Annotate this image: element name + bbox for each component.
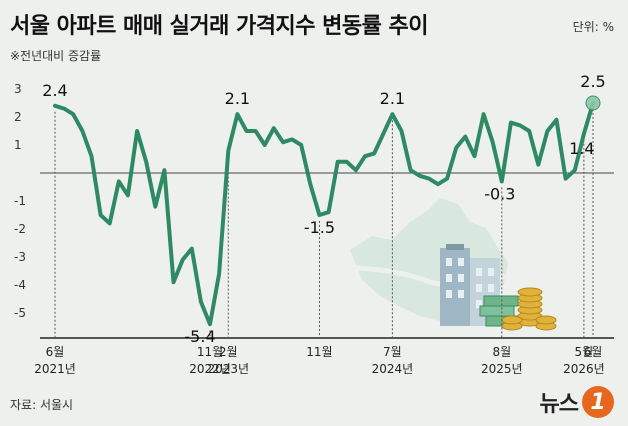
x-tick-year: 2022년 bbox=[189, 362, 231, 376]
y-tick-label: -3 bbox=[14, 250, 26, 264]
x-tick-month: 2월 bbox=[219, 345, 238, 359]
data-label: 2.4 bbox=[42, 81, 67, 100]
x-tick-month: 6월 bbox=[46, 345, 65, 359]
y-tick-label: -4 bbox=[14, 278, 26, 292]
x-tick-month: 11월 bbox=[197, 345, 223, 359]
data-label: 2.1 bbox=[225, 89, 250, 108]
chart-title: 서울 아파트 매매 실거래 가격지수 변동률 추이 bbox=[10, 14, 429, 39]
money-coins-icon bbox=[479, 287, 557, 331]
y-tick-label: 1 bbox=[14, 138, 22, 152]
unit-label: 단위: % bbox=[572, 20, 614, 34]
data-label: 1.4 bbox=[569, 139, 594, 158]
data-label: 2.1 bbox=[380, 89, 405, 108]
series-line bbox=[53, 101, 595, 327]
logo-badge: 1 bbox=[582, 386, 614, 418]
data-label: -0.3 bbox=[484, 184, 515, 203]
x-tick-month: 5월 bbox=[575, 345, 594, 359]
x-tick-month: 7월 bbox=[383, 345, 402, 359]
news1-logo: 뉴스 1 bbox=[540, 386, 614, 418]
logo-text: 뉴스 bbox=[539, 392, 579, 417]
y-tick-label: -5 bbox=[14, 306, 26, 320]
source-label: 자료: 서울시 bbox=[10, 398, 74, 412]
x-tick-year: 2023년 bbox=[207, 362, 249, 376]
x-tick-month: 8월 bbox=[492, 345, 511, 359]
chart-subtitle: ※전년대비 증감률 bbox=[10, 49, 102, 63]
x-tick-month: 11월 bbox=[306, 345, 332, 359]
x-tick-year: 2021년 bbox=[34, 362, 76, 376]
y-tick-label: -1 bbox=[14, 194, 26, 208]
data-label: -1.5 bbox=[304, 218, 335, 237]
y-tick-label: 3 bbox=[14, 82, 22, 96]
x-tick-year: 2024년 bbox=[372, 362, 414, 376]
y-tick-label: -2 bbox=[14, 222, 26, 236]
x-tick-year: 2026년 bbox=[563, 362, 605, 376]
x-tick-month: 6월 bbox=[584, 345, 603, 359]
latest-point-marker bbox=[585, 95, 601, 111]
data-label: 2.5 bbox=[580, 72, 605, 91]
y-tick-label: 2 bbox=[14, 110, 22, 124]
x-tick-year: 2025년 bbox=[481, 362, 523, 376]
data-label: -5.4 bbox=[184, 327, 215, 346]
